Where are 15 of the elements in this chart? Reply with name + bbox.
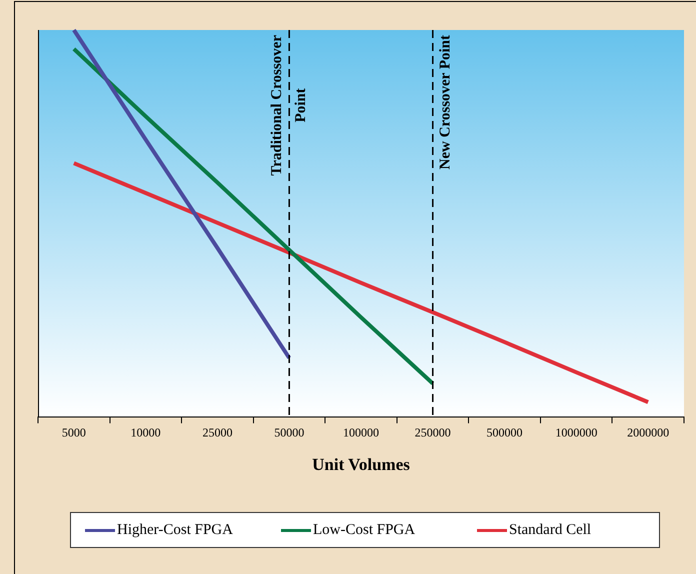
ref-line-label: Traditional Crossover Point <box>269 34 310 176</box>
x-tick-label: 10000 <box>130 426 161 440</box>
x-tick-label: 1000000 <box>555 426 598 440</box>
legend-label: Higher-Cost FPGA <box>117 522 233 538</box>
x-tick-label: 2000000 <box>627 426 670 440</box>
x-tick-label: 25000 <box>202 426 232 440</box>
x-tick-label: 5000 <box>62 426 86 440</box>
x-axis-title: Unit Volumes <box>312 455 410 474</box>
x-tick-label: 100000 <box>343 426 379 440</box>
x-tick-label: 500000 <box>486 426 523 440</box>
x-tick-label: 50000 <box>274 426 304 440</box>
legend-label: Low-Cost FPGA <box>313 522 416 538</box>
ref-line-label: New Crossover Point <box>438 35 454 170</box>
legend-label: Standard Cell <box>509 522 592 538</box>
x-tick-label: 250000 <box>414 426 451 440</box>
